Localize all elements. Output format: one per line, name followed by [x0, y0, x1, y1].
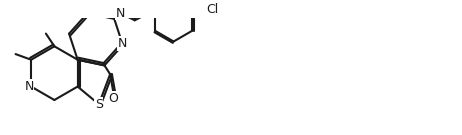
Text: S: S [95, 98, 103, 111]
Text: O: O [109, 92, 119, 105]
Text: N: N [118, 37, 128, 50]
Text: N: N [24, 80, 34, 93]
Text: N: N [116, 7, 125, 20]
Text: Cl: Cl [206, 3, 219, 16]
